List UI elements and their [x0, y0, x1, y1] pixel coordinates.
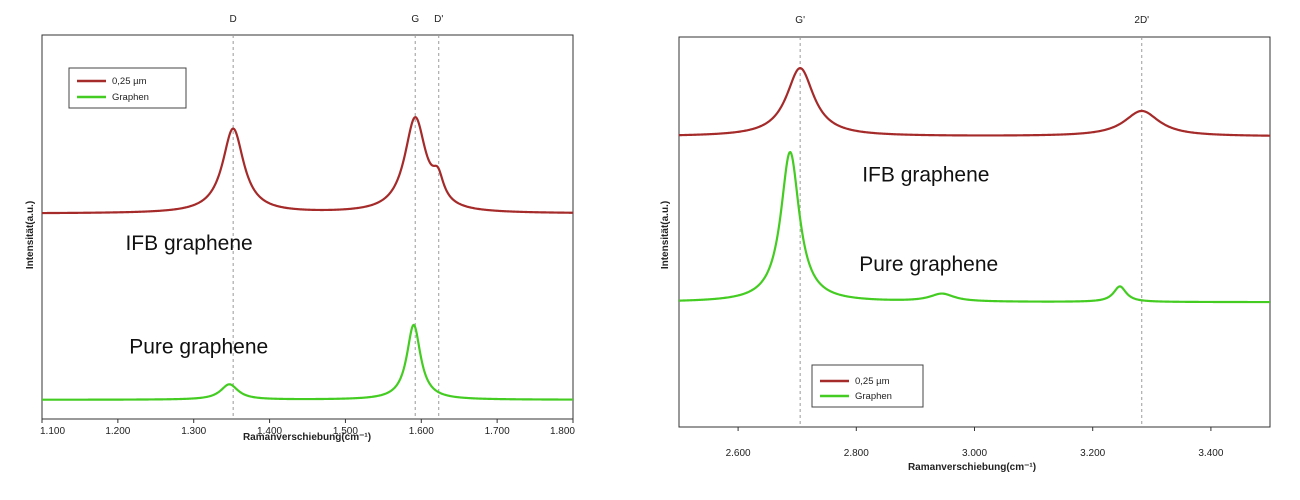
left-raman-chart: D G D' 1.100 1.200 1.300 1.400 1.500 1.6…: [25, 14, 575, 443]
x-tick-label: 3.400: [1198, 448, 1223, 459]
right-raman-chart: G' 2D' 2.600 2.800 3.000 3.200 3.400 IFB…: [660, 15, 1271, 473]
x-tick-label: 1.300: [181, 426, 206, 437]
series-line-0-25um: [41, 116, 574, 215]
left-plot-frame: [41, 34, 574, 420]
x-tick-label: 1.700: [485, 426, 510, 437]
x-tick-label: 1.200: [105, 426, 130, 437]
x-tick-label: 3.200: [1080, 448, 1105, 459]
band-label-d: D: [230, 14, 237, 25]
band-label-g: G: [411, 14, 419, 25]
right-plot-frame: [678, 36, 1271, 428]
series-line-graphen: [41, 323, 574, 401]
left-reference-lines: [232, 35, 440, 419]
series-line-graphen: [678, 151, 1271, 304]
annotation-ifb-graphene: IFB graphene: [125, 232, 252, 255]
x-tick-label: 2.600: [726, 448, 751, 459]
legend-label-0-25um: 0,25 µm: [855, 376, 890, 387]
legend-label-0-25um: 0,25 µm: [112, 76, 147, 87]
right-x-ticks: [737, 427, 1212, 431]
legend-frame: [811, 364, 924, 408]
band-label-2d-prime: 2D': [1134, 15, 1149, 26]
band-label-d-prime: D': [434, 14, 443, 25]
annotation-pure-graphene: Pure graphene: [859, 253, 998, 276]
right-reference-lines: [799, 37, 1143, 427]
x-tick-label: 1.500: [333, 426, 358, 437]
left-y-axis-title: Intensität(a.u.): [25, 201, 36, 269]
left-legend: 0,25 µm Graphen: [68, 67, 187, 109]
right-legend: 0,25 µm Graphen: [811, 364, 924, 408]
x-tick-label: 1.400: [257, 426, 282, 437]
x-tick-label: 2.800: [844, 448, 869, 459]
band-label-g-prime: G': [795, 15, 805, 26]
left-x-ticks: [41, 419, 574, 423]
left-band-labels: D G D': [230, 14, 444, 25]
right-series-group: [678, 67, 1271, 304]
left-series-group: [41, 116, 574, 401]
annotation-pure-graphene: Pure graphene: [129, 336, 268, 359]
left-x-axis-title: Ramanverschiebung(cm⁻¹): [243, 432, 371, 443]
annotation-ifb-graphene: IFB graphene: [862, 163, 989, 186]
right-y-axis-title: Intensität(a.u.): [660, 201, 671, 269]
right-x-tick-labels: 2.600 2.800 3.000 3.200 3.400: [726, 448, 1224, 459]
series-line-0-25um: [678, 67, 1271, 137]
left-x-tick-labels: 1.100 1.200 1.300 1.400 1.500 1.600 1.70…: [40, 426, 575, 437]
right-band-labels: G' 2D': [795, 15, 1149, 26]
legend-frame: [68, 67, 187, 109]
legend-label-graphen: Graphen: [855, 391, 892, 402]
x-tick-label: 1.600: [409, 426, 434, 437]
right-x-axis-title: Ramanverschiebung(cm⁻¹): [908, 462, 1036, 473]
legend-label-graphen: Graphen: [112, 92, 149, 103]
x-tick-label: 3.000: [962, 448, 987, 459]
x-tick-label: 1.800: [550, 426, 575, 437]
x-tick-label: 1.100: [40, 426, 65, 437]
